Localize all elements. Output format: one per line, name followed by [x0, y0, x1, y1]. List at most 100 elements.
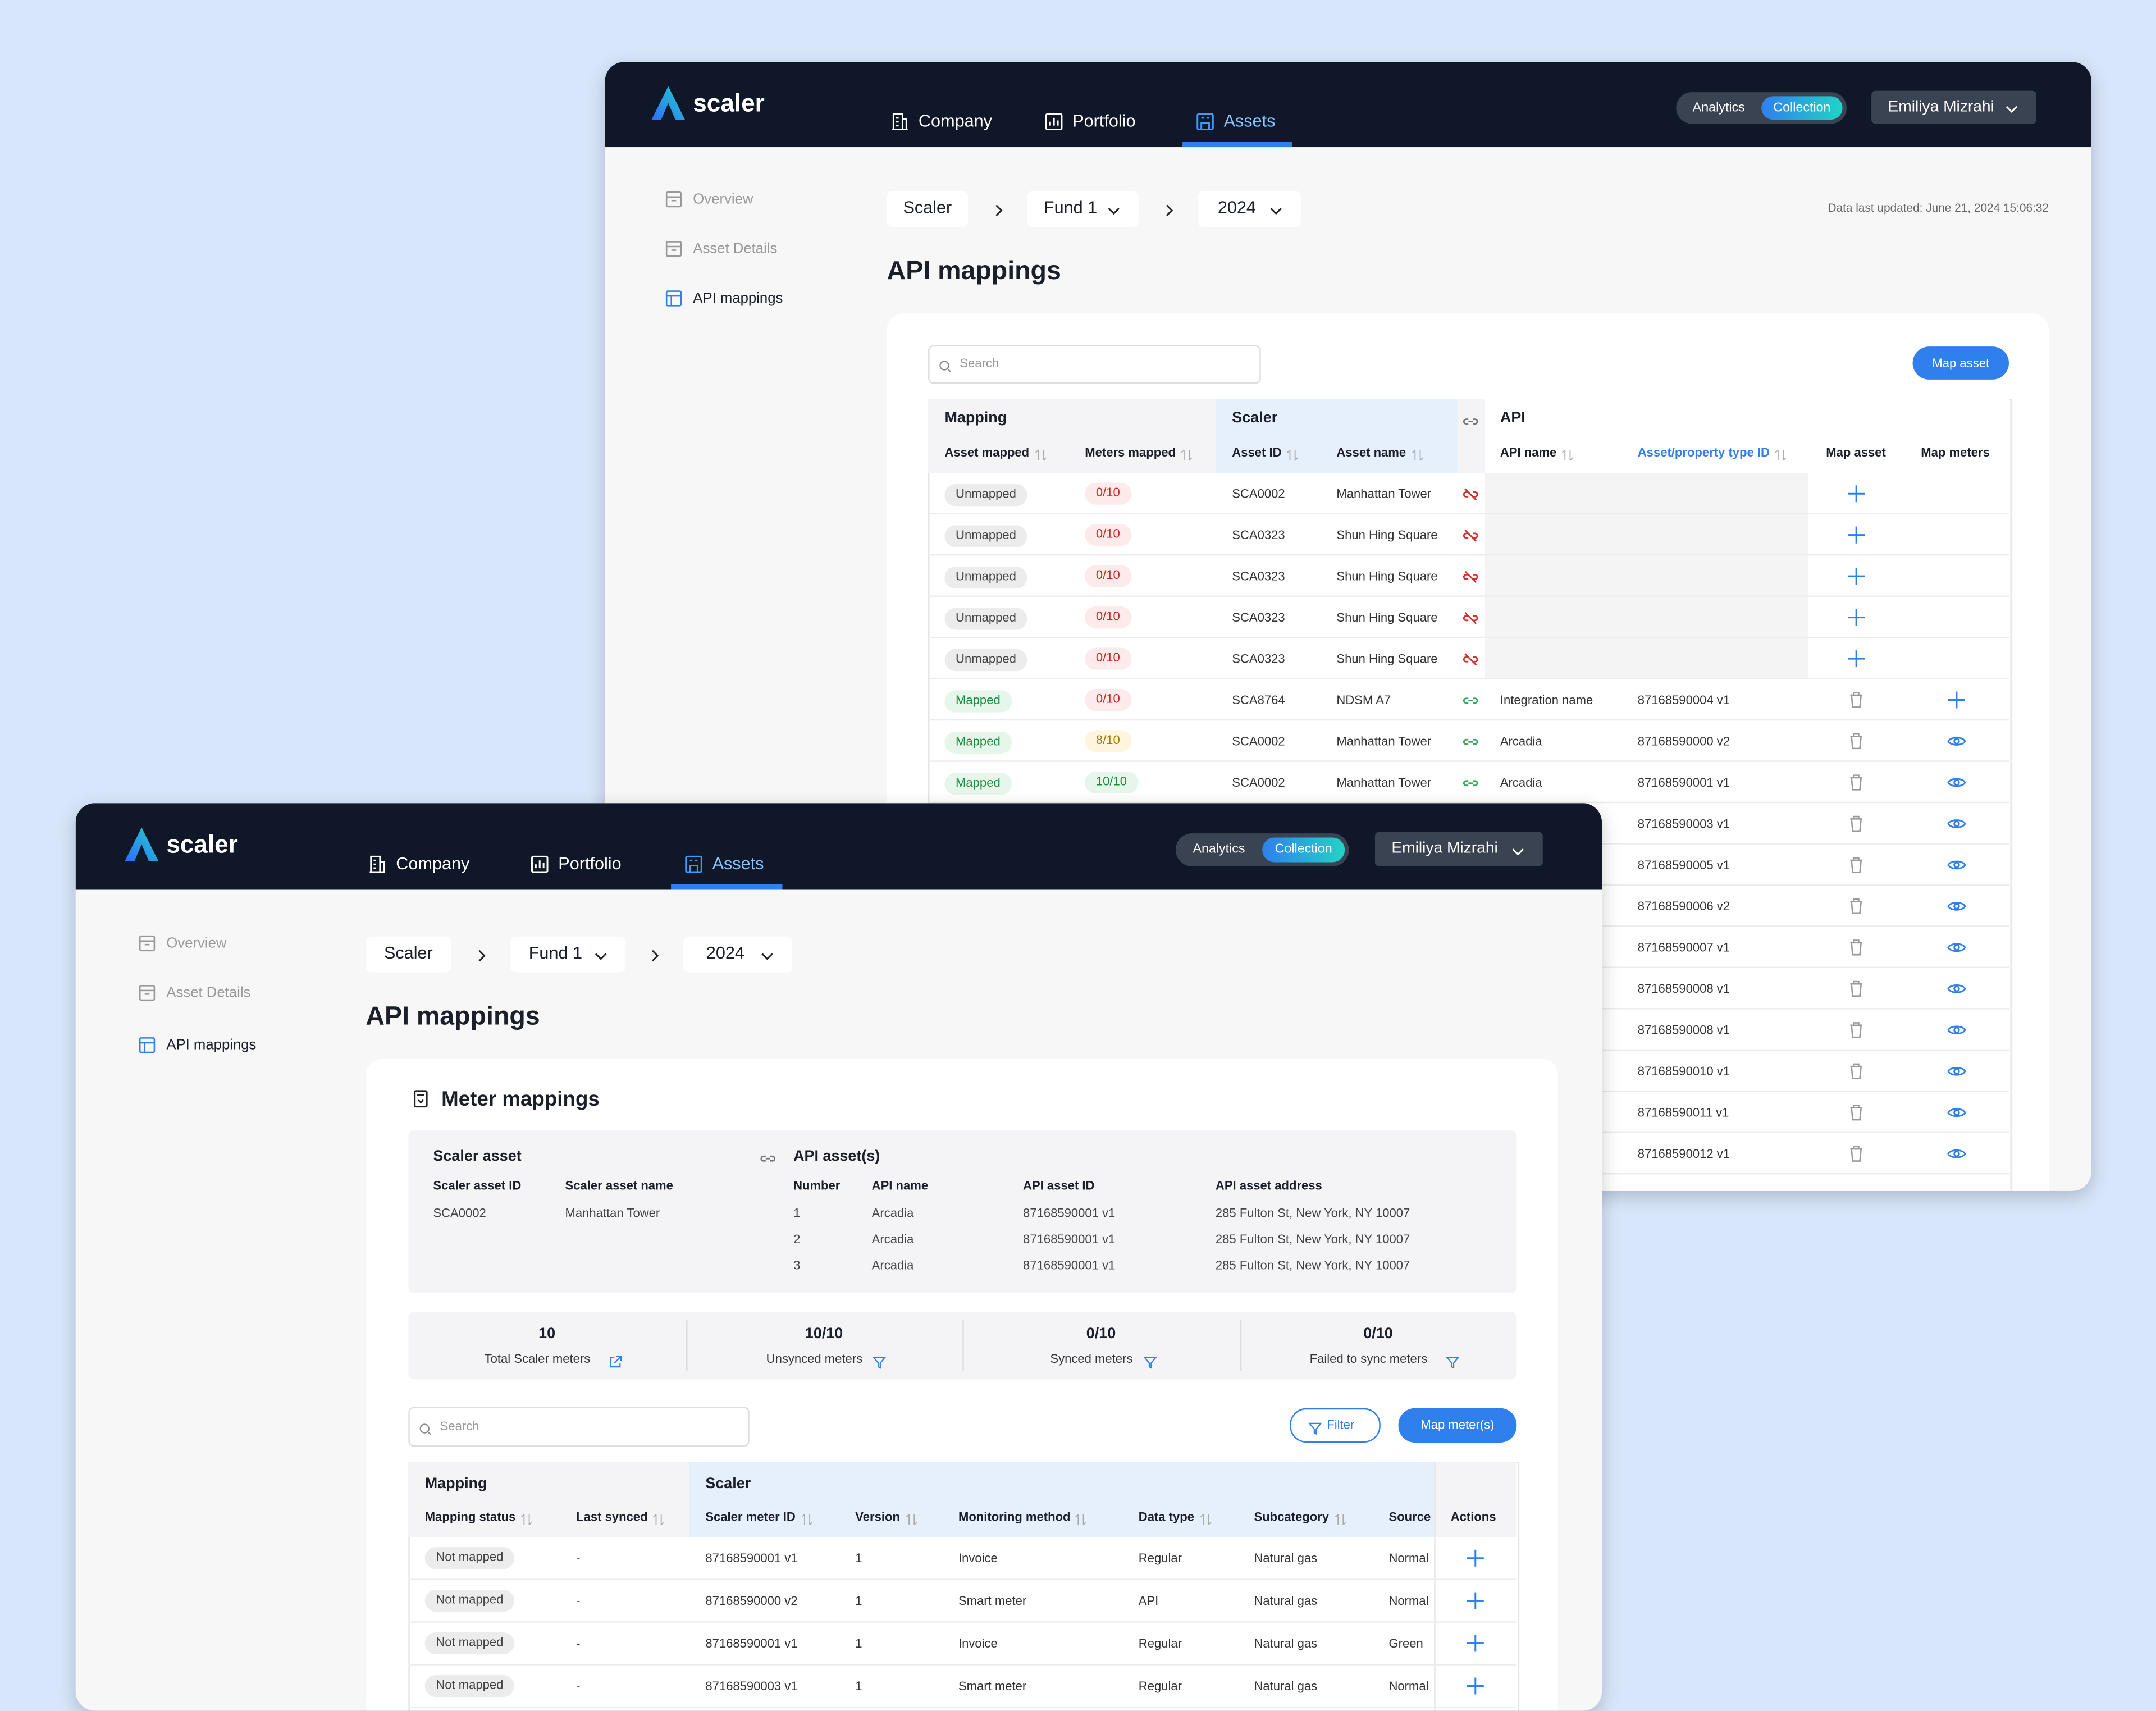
filter-button[interactable] — [1290, 1408, 1381, 1443]
map-asset-action[interactable] — [1847, 567, 1866, 586]
table-cell: Arcadia — [1500, 775, 1542, 789]
add-action[interactable] — [1466, 1634, 1485, 1653]
column-header[interactable]: Subcategory — [1254, 1509, 1329, 1523]
nav-tab[interactable]: Company — [396, 854, 470, 874]
map-asset-action[interactable] — [1847, 773, 1866, 792]
column-header[interactable]: Data type — [1138, 1509, 1194, 1523]
nav-tab[interactable]: Portfolio — [558, 854, 622, 874]
map-meters-action[interactable] — [1947, 1144, 1966, 1164]
sidebar-item[interactable]: Asset Details — [693, 240, 778, 257]
icon-part — [1947, 1149, 1966, 1158]
toggle-option[interactable]: Analytics — [1193, 842, 1245, 857]
map-asset-action[interactable] — [1847, 855, 1866, 874]
column-header[interactable]: Asset mapped — [944, 445, 1030, 459]
map-meters-action[interactable] — [1947, 690, 1966, 709]
icon-part — [139, 935, 156, 952]
map-asset-action[interactable] — [1847, 1062, 1866, 1081]
column-header[interactable]: Asset ID — [1232, 445, 1282, 459]
map-asset-action[interactable] — [1847, 526, 1866, 545]
column-header[interactable]: API name — [1500, 445, 1557, 459]
breadcrumb-box[interactable] — [887, 191, 969, 227]
icon-part — [1953, 1151, 1960, 1157]
breadcrumb-box[interactable] — [1027, 191, 1139, 227]
icon-part — [1076, 1514, 1087, 1525]
search-box[interactable] — [928, 345, 1261, 384]
table-cell: - — [576, 1678, 581, 1692]
map-asset-action[interactable] — [1847, 938, 1866, 957]
column-header[interactable]: Scaler meter ID — [705, 1509, 796, 1523]
toggle-option[interactable]: Collection — [1773, 100, 1831, 116]
map-asset-action[interactable] — [1847, 979, 1866, 998]
column-header[interactable]: Monitoring method — [958, 1509, 1071, 1523]
map-meters-action[interactable] — [1947, 732, 1966, 751]
tab-underline — [671, 884, 783, 890]
field-label: API name — [871, 1178, 929, 1192]
add-action[interactable] — [1466, 1549, 1485, 1568]
map-asset-action[interactable] — [1847, 484, 1866, 503]
map-meters-action[interactable] — [1947, 897, 1966, 916]
stat-action[interactable] — [1445, 1351, 1460, 1368]
breadcrumb: 2024 — [706, 943, 744, 963]
map-asset-action[interactable] — [1847, 1144, 1866, 1164]
sidebar-item[interactable]: Overview — [693, 190, 753, 207]
map-asset-action[interactable] — [1847, 1103, 1866, 1122]
add-action[interactable] — [1466, 1676, 1485, 1695]
map-meters-action[interactable] — [1947, 814, 1966, 833]
stat-action[interactable] — [872, 1351, 887, 1368]
user-menu[interactable] — [1375, 832, 1543, 866]
primary-button[interactable] — [1912, 346, 2009, 380]
icon-part — [946, 367, 951, 372]
nav-tab[interactable]: Assets — [1223, 111, 1276, 131]
nav-tab[interactable]: Assets — [712, 854, 764, 874]
sort-icon — [1180, 444, 1193, 461]
sidebar-item[interactable]: Overview — [166, 934, 227, 951]
toggle-option[interactable]: Analytics — [1692, 100, 1745, 116]
map-asset-action[interactable] — [1847, 690, 1866, 709]
icon-part — [1034, 449, 1046, 461]
map-meters-action[interactable] — [1947, 1020, 1966, 1039]
sidebar-item[interactable]: API mappings — [166, 1036, 257, 1053]
column-header[interactable]: Meters mapped — [1085, 445, 1176, 459]
column-header[interactable]: Mapping status — [424, 1509, 516, 1523]
column-header[interactable]: Last synced — [576, 1509, 648, 1523]
sidebar-item[interactable]: API mappings — [693, 289, 783, 307]
icon-part — [1850, 857, 1862, 873]
map-asset-action[interactable] — [1847, 814, 1866, 833]
breadcrumb-box[interactable] — [366, 936, 451, 973]
column-header[interactable]: Asset/property type ID — [1637, 445, 1770, 459]
stat-action[interactable] — [1143, 1351, 1158, 1368]
map-asset-action[interactable] — [1847, 1020, 1866, 1039]
icon-part — [1270, 207, 1282, 215]
map-asset-action[interactable] — [1847, 897, 1866, 916]
map-asset-action[interactable] — [1847, 649, 1866, 668]
column-header[interactable]: Asset name — [1336, 445, 1406, 459]
primary-button[interactable] — [1398, 1408, 1517, 1443]
table-cell: SCA0323 — [1232, 527, 1285, 542]
tab-icon — [889, 111, 910, 131]
map-meters-action[interactable] — [1947, 855, 1966, 874]
sidebar-item[interactable]: Asset Details — [166, 984, 251, 1001]
map-meters-action[interactable] — [1947, 773, 1966, 792]
search-box[interactable] — [408, 1407, 750, 1447]
column-header[interactable]: Version — [855, 1509, 900, 1523]
icon-part — [1947, 819, 1966, 828]
map-meters-action[interactable] — [1947, 1062, 1966, 1081]
breadcrumb-box[interactable] — [683, 936, 792, 973]
stat-action[interactable] — [607, 1351, 623, 1367]
nav-tab[interactable]: Company — [918, 111, 992, 131]
map-meters-action[interactable] — [1947, 938, 1966, 957]
icon-part — [905, 1514, 917, 1525]
link-status — [1461, 526, 1479, 544]
user-menu[interactable] — [1871, 90, 2036, 124]
map-asset-action[interactable] — [1847, 608, 1866, 627]
icon-part — [1462, 697, 1478, 703]
search-icon — [417, 1418, 432, 1435]
icon-part — [905, 1514, 917, 1525]
add-action[interactable] — [1466, 1591, 1485, 1610]
toggle-option[interactable]: Collection — [1275, 842, 1332, 857]
map-meters-action[interactable] — [1947, 1103, 1966, 1122]
map-meters-action[interactable] — [1947, 979, 1966, 998]
map-asset-action[interactable] — [1847, 732, 1866, 751]
nav-tab[interactable]: Portfolio — [1072, 111, 1136, 131]
breadcrumb-box[interactable] — [1198, 191, 1301, 227]
